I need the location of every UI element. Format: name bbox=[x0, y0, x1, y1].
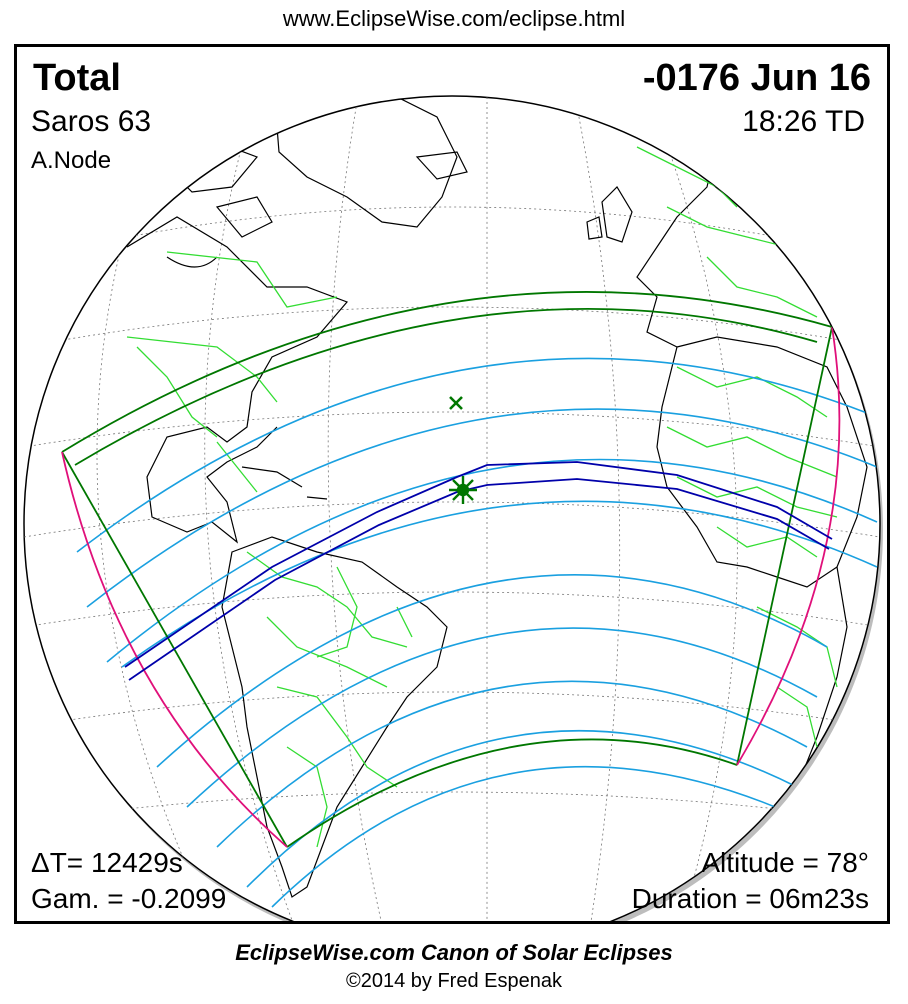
star-burst-icon bbox=[449, 476, 477, 504]
eclipse-map-frame: Total -0176 Jun 16 Saros 63 18:26 TD A.N… bbox=[14, 44, 890, 924]
gamma-value: Gam. = -0.2099 bbox=[31, 883, 227, 914]
globe-disc bbox=[23, 95, 881, 921]
magnitude-lines bbox=[76, 357, 878, 908]
eclipse-date: -0176 Jun 16 bbox=[642, 57, 871, 99]
saros-number: Saros 63 bbox=[31, 105, 152, 138]
eclipse-type: Total bbox=[33, 57, 121, 99]
country-borders bbox=[126, 146, 858, 848]
source-url: www.EclipseWise.com/eclipse.html bbox=[282, 6, 626, 31]
totality-duration: Duration = 06m23s bbox=[631, 883, 869, 914]
copyright: ©2014 by Fred Espenak bbox=[346, 970, 562, 992]
node-label: A.Node bbox=[31, 147, 112, 174]
coastlines bbox=[126, 96, 868, 898]
sun-altitude: Altitude = 78° bbox=[701, 847, 869, 878]
eclipse-time: 18:26 TD bbox=[742, 105, 865, 138]
x-mark-icon bbox=[449, 396, 463, 410]
canon-title: EclipseWise.com Canon of Solar Eclipses bbox=[235, 940, 673, 965]
central-path bbox=[124, 461, 833, 681]
eclipse-globe-map bbox=[23, 95, 883, 921]
delta-t: ΔT= 12429s bbox=[31, 847, 183, 878]
